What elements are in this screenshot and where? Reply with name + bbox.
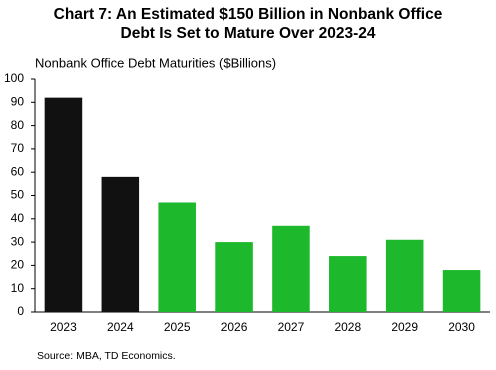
bar xyxy=(442,270,481,312)
y-tick-label: 80 xyxy=(11,118,25,132)
x-tick-label: 2027 xyxy=(278,320,305,334)
bar xyxy=(158,202,196,312)
x-tick-label: 2024 xyxy=(107,320,134,334)
y-tick-label: 10 xyxy=(11,281,25,295)
bar xyxy=(385,239,424,312)
x-tick-label: 2030 xyxy=(448,320,475,334)
y-tick-label: 100 xyxy=(4,71,24,85)
chart-title: Chart 7: An Estimated $150 Billion in No… xyxy=(53,6,443,42)
y-tick-label: 50 xyxy=(11,188,25,202)
bar xyxy=(215,242,253,312)
bar xyxy=(101,176,140,312)
y-tick-label: 40 xyxy=(11,211,25,225)
y-tick-label: 90 xyxy=(11,94,25,108)
bar xyxy=(44,97,83,312)
x-tick-label: 2023 xyxy=(50,320,77,334)
x-tick-label: 2026 xyxy=(221,320,248,334)
bar xyxy=(272,225,310,312)
y-tick-label: 60 xyxy=(11,164,25,178)
y-tick-label: 20 xyxy=(11,258,25,272)
y-tick-label: 30 xyxy=(11,234,25,248)
y-axis-label: Nonbank Office Debt Maturities ($Billion… xyxy=(35,55,276,70)
x-tick-label: 2025 xyxy=(164,320,191,334)
y-tick-label: 70 xyxy=(11,141,25,155)
x-tick-label: 2029 xyxy=(391,320,418,334)
x-tick-label: 2028 xyxy=(334,320,361,334)
bar xyxy=(329,256,367,312)
y-tick-label: 0 xyxy=(17,304,24,318)
source: Source: MBA, TD Economics. xyxy=(37,350,176,362)
